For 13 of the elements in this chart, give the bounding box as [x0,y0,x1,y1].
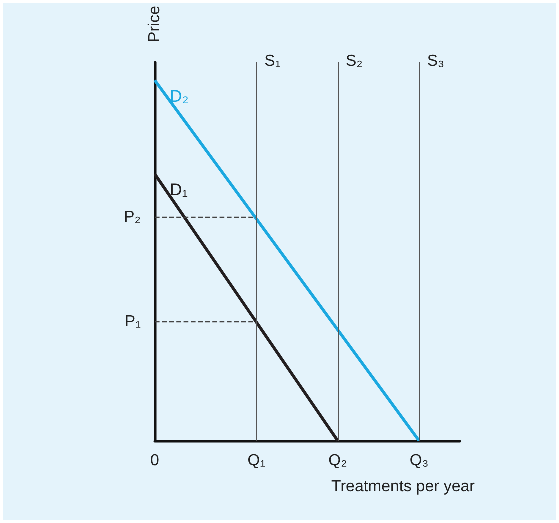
ref-line-label: S₁ [264,52,281,70]
x-tick-label: Q₁ [248,452,266,470]
x-axis-title: Treatments per year [332,478,476,496]
series-label: P₂ [124,208,141,226]
ref-line-label: S₃ [427,52,445,70]
x-tick-label: Q₃ [410,452,429,470]
x-tick-label: Q₂ [328,452,348,470]
x-tick-label: 0 [150,452,160,470]
series-label: D₁ [170,180,188,200]
series-label: P₁ [124,314,141,331]
ref-line-label: S₂ [346,52,363,70]
series-label: D₂ [170,86,189,106]
y-axis-title: Price [146,6,164,42]
